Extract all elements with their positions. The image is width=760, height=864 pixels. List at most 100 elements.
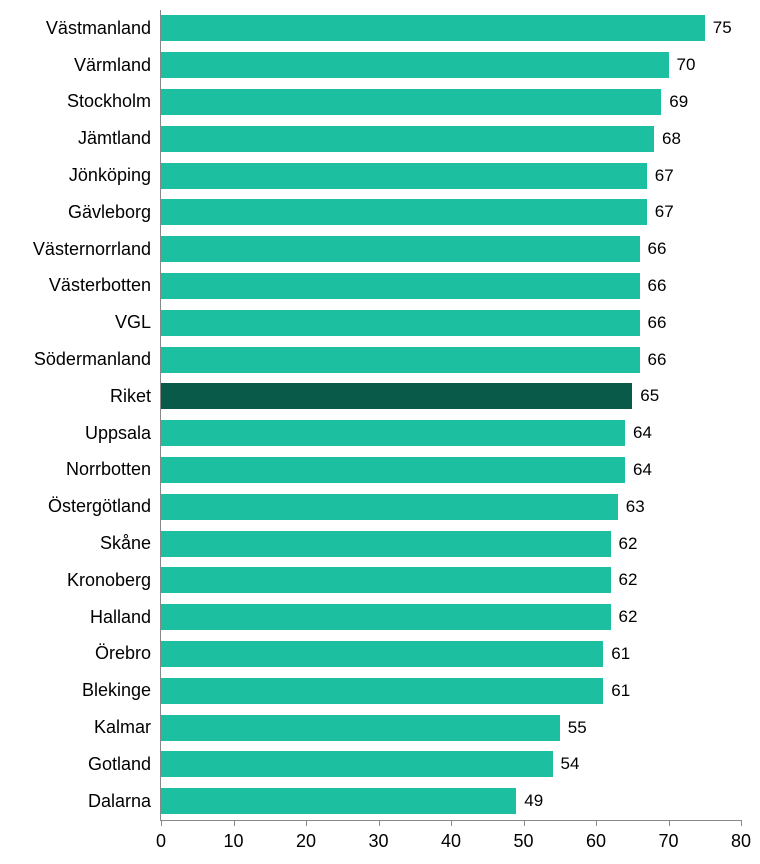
bar [161,567,611,593]
bar-category-label: Södermanland [1,349,151,370]
x-axis-tick-label: 30 [368,831,388,852]
bar-category-label: Gävleborg [1,202,151,223]
bar-category-label: Uppsala [1,423,151,444]
x-axis-tick [379,820,380,826]
bar-row: Södermanland66 [161,341,741,378]
bar-row: Skåne62 [161,525,741,562]
bar-value-label: 62 [619,534,638,554]
bar-value-label: 67 [655,202,674,222]
bar [161,15,705,41]
bar [161,420,625,446]
bar-value-label: 66 [648,350,667,370]
bar-value-label: 66 [648,239,667,259]
bar-value-label: 63 [626,497,645,517]
bar-value-label: 55 [568,718,587,738]
x-axis-tick [161,820,162,826]
bar [161,236,640,262]
bar-row: Gävleborg67 [161,194,741,231]
bar-row: Riket65 [161,378,741,415]
x-axis-tick [524,820,525,826]
bar-category-label: Kronoberg [1,570,151,591]
bar-category-label: VGL [1,312,151,333]
bar-category-label: Riket [1,386,151,407]
bar-chart: Västmanland75Värmland70Stockholm69Jämtla… [0,0,760,864]
bar [161,199,647,225]
bar-value-label: 66 [648,313,667,333]
bar-category-label: Västernorrland [1,239,151,260]
bar-category-label: Kalmar [1,717,151,738]
bar [161,715,560,741]
x-axis-tick-label: 60 [586,831,606,852]
bar-row: Västernorrland66 [161,231,741,268]
bar [161,531,611,557]
x-axis-tick-label: 50 [513,831,533,852]
x-axis-tick [451,820,452,826]
x-axis-tick [306,820,307,826]
bar [161,678,603,704]
bar-row: Värmland70 [161,47,741,84]
bar-category-label: Västerbotten [1,275,151,296]
bar [161,273,640,299]
bar-value-label: 62 [619,570,638,590]
bar-value-label: 64 [633,423,652,443]
x-axis-tick [669,820,670,826]
x-axis-tick [596,820,597,826]
bar-row: VGL66 [161,304,741,341]
bar-value-label: 70 [677,55,696,75]
bar-row: Blekinge61 [161,672,741,709]
bar-value-label: 54 [561,754,580,774]
bar-row: Örebro61 [161,636,741,673]
x-axis-tick [234,820,235,826]
bar [161,126,654,152]
x-axis-tick-label: 20 [296,831,316,852]
bar-row: Kronoberg62 [161,562,741,599]
bar-value-label: 62 [619,607,638,627]
bar-category-label: Örebro [1,643,151,664]
bar [161,604,611,630]
bar-category-label: Skåne [1,533,151,554]
bar-value-label: 75 [713,18,732,38]
x-axis-tick-label: 70 [658,831,678,852]
bar-row: Västmanland75 [161,10,741,47]
bar-value-label: 49 [524,791,543,811]
bar [161,89,661,115]
bar [161,310,640,336]
bar-value-label: 67 [655,166,674,186]
x-axis-tick-label: 10 [223,831,243,852]
bar-row: Jämtland68 [161,120,741,157]
bar-category-label: Gotland [1,754,151,775]
bar-category-label: Jämtland [1,128,151,149]
bar-value-label: 61 [611,681,630,701]
bar [161,163,647,189]
bar-row: Uppsala64 [161,415,741,452]
bar-category-label: Halland [1,607,151,628]
x-axis-tick-label: 80 [731,831,751,852]
bar-category-label: Dalarna [1,791,151,812]
bar-row: Västerbotten66 [161,268,741,305]
bar-row: Stockholm69 [161,84,741,121]
bar-value-label: 64 [633,460,652,480]
bar [161,347,640,373]
x-axis-tick-label: 40 [441,831,461,852]
bar [161,788,516,814]
bar-category-label: Blekinge [1,680,151,701]
bar [161,52,669,78]
bar-row: Dalarna49 [161,783,741,820]
bar-row: Kalmar55 [161,709,741,746]
bar [161,751,553,777]
bar [161,641,603,667]
bar-value-label: 68 [662,129,681,149]
bar-value-label: 61 [611,644,630,664]
plot-area: Västmanland75Värmland70Stockholm69Jämtla… [160,10,741,821]
x-axis-tick-label: 0 [156,831,166,852]
bar-row: Östergötland63 [161,488,741,525]
bar [161,457,625,483]
bar-value-label: 66 [648,276,667,296]
bar-category-label: Stockholm [1,91,151,112]
bar-category-label: Norrbotten [1,459,151,480]
bar-category-label: Västmanland [1,18,151,39]
bar [161,383,632,409]
bar-value-label: 65 [640,386,659,406]
bar [161,494,618,520]
bar-value-label: 69 [669,92,688,112]
